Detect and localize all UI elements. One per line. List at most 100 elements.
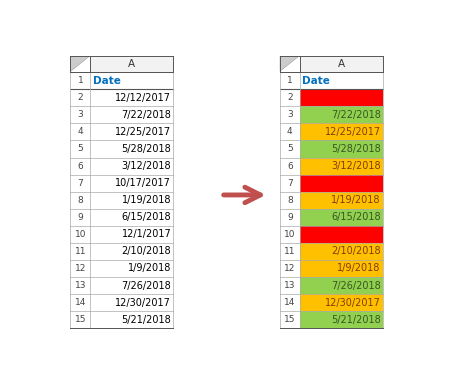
Bar xyxy=(300,277,383,294)
Text: 14: 14 xyxy=(284,298,295,307)
Bar xyxy=(70,226,91,243)
Bar xyxy=(70,89,91,106)
Text: 12/12/2017: 12/12/2017 xyxy=(319,93,381,103)
Bar xyxy=(300,209,383,226)
Text: 15: 15 xyxy=(74,315,86,324)
Text: 14: 14 xyxy=(75,298,86,307)
Bar xyxy=(91,72,173,89)
Bar xyxy=(91,175,173,192)
Text: 2: 2 xyxy=(78,93,83,102)
Bar xyxy=(280,311,300,328)
Bar xyxy=(70,158,91,175)
Text: 10: 10 xyxy=(284,230,295,239)
Text: Date: Date xyxy=(302,76,330,86)
Bar xyxy=(280,226,300,243)
Text: 7/26/2018: 7/26/2018 xyxy=(331,280,381,291)
Text: 13: 13 xyxy=(284,281,295,290)
Text: 12: 12 xyxy=(284,264,295,273)
Text: 3/12/2018: 3/12/2018 xyxy=(122,161,171,171)
Text: 5/21/2018: 5/21/2018 xyxy=(121,315,171,325)
Text: 1/19/2018: 1/19/2018 xyxy=(122,195,171,205)
Text: 2: 2 xyxy=(287,93,292,102)
Bar xyxy=(70,140,91,158)
Text: 1/9/2018: 1/9/2018 xyxy=(337,263,381,273)
Text: 1: 1 xyxy=(287,76,292,85)
Bar xyxy=(280,243,300,260)
Text: A: A xyxy=(337,59,345,69)
Bar xyxy=(70,260,91,277)
Text: 2/10/2018: 2/10/2018 xyxy=(331,246,381,256)
Bar xyxy=(70,175,91,192)
Bar xyxy=(280,140,300,158)
Bar xyxy=(70,72,91,89)
Text: 12/25/2017: 12/25/2017 xyxy=(325,127,381,137)
Bar xyxy=(70,106,91,123)
Text: 5/28/2018: 5/28/2018 xyxy=(331,144,381,154)
Text: 10/17/2017: 10/17/2017 xyxy=(115,178,171,188)
Text: 12/30/2017: 12/30/2017 xyxy=(115,298,171,308)
Text: 6: 6 xyxy=(287,161,292,170)
Bar xyxy=(280,158,300,175)
Bar xyxy=(70,192,91,209)
Bar xyxy=(91,260,173,277)
Text: 9: 9 xyxy=(77,213,83,222)
Text: 12/1/2017: 12/1/2017 xyxy=(327,230,381,239)
Bar xyxy=(91,243,173,260)
Bar xyxy=(300,175,383,192)
Bar xyxy=(300,226,383,243)
Bar xyxy=(91,106,173,123)
Polygon shape xyxy=(71,56,90,71)
Text: 7/22/2018: 7/22/2018 xyxy=(121,110,171,120)
Bar xyxy=(300,158,383,175)
Text: 11: 11 xyxy=(74,247,86,256)
Bar xyxy=(280,209,300,226)
Text: 1/19/2018: 1/19/2018 xyxy=(331,195,381,205)
Text: 8: 8 xyxy=(77,196,83,205)
Text: 15: 15 xyxy=(284,315,295,324)
Text: 13: 13 xyxy=(74,281,86,290)
Bar xyxy=(300,106,383,123)
Text: A: A xyxy=(128,59,136,69)
Bar xyxy=(91,209,173,226)
Text: 3: 3 xyxy=(77,110,83,119)
Bar xyxy=(91,192,173,209)
Bar xyxy=(70,209,91,226)
Bar xyxy=(280,106,300,123)
Text: 3: 3 xyxy=(287,110,292,119)
Bar xyxy=(280,123,300,140)
Text: 12/1/2017: 12/1/2017 xyxy=(121,230,171,239)
Text: 7: 7 xyxy=(287,179,292,187)
Text: 8: 8 xyxy=(287,196,292,205)
Bar xyxy=(300,192,383,209)
Bar xyxy=(280,294,300,311)
Text: Date: Date xyxy=(93,76,120,86)
Bar xyxy=(91,158,173,175)
Bar xyxy=(280,192,300,209)
Text: 9: 9 xyxy=(287,213,292,222)
Text: 6: 6 xyxy=(77,161,83,170)
Bar xyxy=(91,89,173,106)
Bar xyxy=(300,72,383,89)
Text: 7/22/2018: 7/22/2018 xyxy=(331,110,381,120)
Text: 1/9/2018: 1/9/2018 xyxy=(128,263,171,273)
Text: 3/12/2018: 3/12/2018 xyxy=(331,161,381,171)
Polygon shape xyxy=(280,56,299,71)
Bar xyxy=(91,140,173,158)
Bar xyxy=(91,294,173,311)
Text: 4: 4 xyxy=(287,127,292,137)
Bar xyxy=(300,294,383,311)
Bar xyxy=(91,226,173,243)
Text: 5/28/2018: 5/28/2018 xyxy=(121,144,171,154)
Bar xyxy=(300,89,383,106)
Text: 12/12/2017: 12/12/2017 xyxy=(115,93,171,103)
Bar xyxy=(70,243,91,260)
Bar xyxy=(300,260,383,277)
Text: 5: 5 xyxy=(287,144,292,154)
Bar xyxy=(91,123,173,140)
Text: 4: 4 xyxy=(78,127,83,137)
Text: 12: 12 xyxy=(75,264,86,273)
Text: 1: 1 xyxy=(77,76,83,85)
Bar xyxy=(70,294,91,311)
Bar xyxy=(280,72,300,89)
Text: 12/25/2017: 12/25/2017 xyxy=(115,127,171,137)
